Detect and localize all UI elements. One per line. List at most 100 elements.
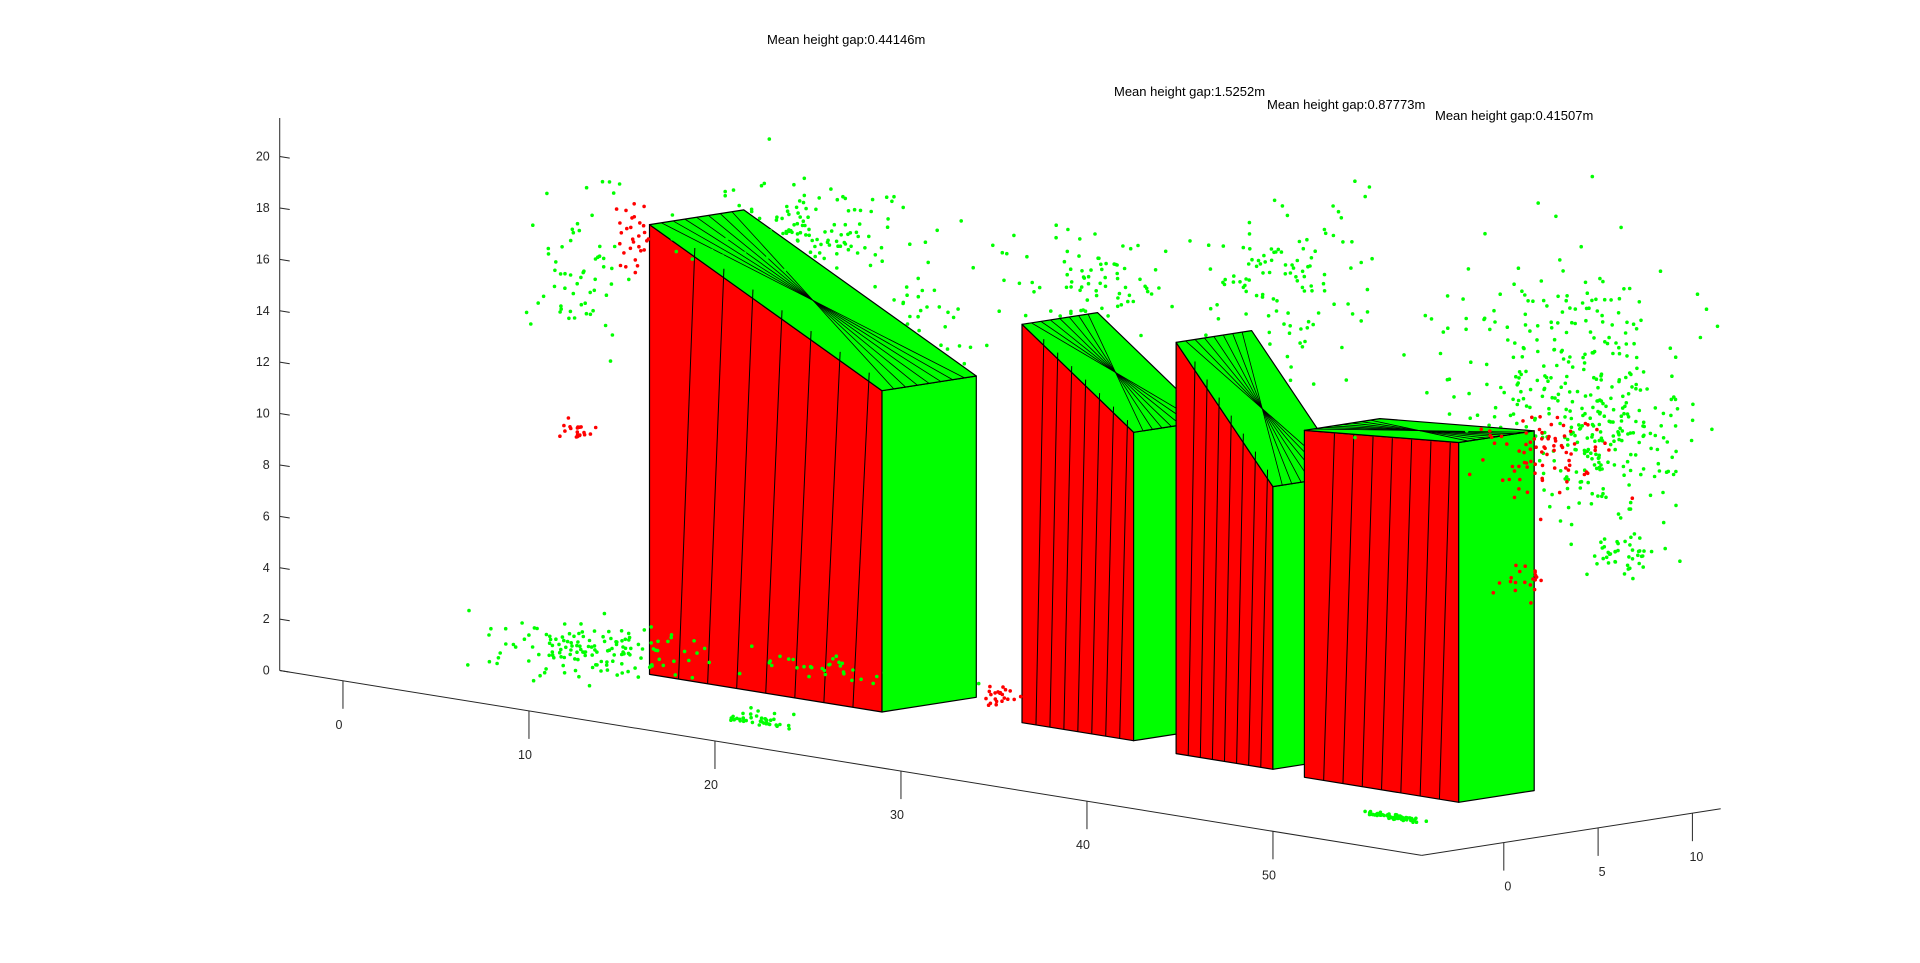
- point-green: [1710, 427, 1714, 432]
- point-red: [588, 432, 593, 436]
- point-green: [687, 658, 691, 663]
- point-green: [1128, 246, 1133, 251]
- point-green: [1464, 316, 1468, 321]
- point-green: [1300, 345, 1305, 349]
- point-green: [1648, 493, 1653, 498]
- point-green: [1593, 439, 1597, 444]
- point-green: [1078, 288, 1082, 293]
- point-green: [817, 196, 821, 200]
- point-green: [1353, 179, 1357, 183]
- point-green: [1543, 374, 1547, 378]
- point-green: [1322, 289, 1327, 293]
- point-green: [1297, 239, 1302, 244]
- point-green: [702, 646, 707, 651]
- point-green: [576, 657, 580, 662]
- point-green: [873, 253, 878, 257]
- point-green: [548, 634, 552, 639]
- point-green: [1619, 414, 1624, 419]
- point-green: [737, 671, 742, 676]
- point-green: [1588, 416, 1592, 421]
- point-green: [1613, 550, 1617, 554]
- mesh-edge: [707, 268, 725, 684]
- point-green: [1246, 262, 1251, 266]
- point-green: [1653, 406, 1658, 410]
- point-red: [1533, 471, 1537, 476]
- point-green: [1512, 282, 1516, 287]
- point-green: [620, 639, 624, 643]
- point-green: [1564, 407, 1568, 412]
- point-green: [1609, 396, 1613, 401]
- point-green: [1288, 324, 1292, 328]
- mesh-edge: [1236, 433, 1244, 764]
- point-green: [601, 256, 606, 261]
- point-green: [546, 252, 551, 256]
- x-tick-label: 30: [890, 808, 904, 822]
- point-green: [1089, 268, 1093, 272]
- point-green: [1103, 275, 1107, 280]
- point-green: [1632, 532, 1637, 536]
- point-green: [997, 309, 1001, 314]
- point-red: [1523, 580, 1527, 585]
- point-green: [581, 634, 586, 639]
- point-green: [661, 663, 666, 668]
- point-green: [607, 180, 612, 184]
- point-green: [1397, 816, 1402, 820]
- point-green: [690, 675, 695, 680]
- point-green: [766, 255, 770, 259]
- point-green: [892, 194, 896, 199]
- point-green: [1483, 231, 1487, 236]
- point-green: [1665, 440, 1670, 444]
- point-red: [624, 208, 628, 213]
- point-green: [916, 294, 921, 299]
- point-green: [610, 266, 614, 271]
- point-green: [1583, 394, 1588, 398]
- point-green: [651, 647, 656, 651]
- z-tick: [279, 361, 290, 365]
- point-green: [1524, 404, 1529, 408]
- point-green: [1492, 415, 1497, 419]
- point-red: [635, 264, 640, 268]
- z-tick: [279, 618, 290, 622]
- point-green: [1668, 346, 1673, 351]
- point-green: [1568, 409, 1572, 413]
- point-green: [885, 225, 890, 229]
- point-green: [513, 645, 518, 649]
- point-green: [1244, 289, 1248, 294]
- point-green: [791, 657, 795, 662]
- point-green: [785, 209, 790, 213]
- point-red: [1528, 440, 1533, 445]
- point-green: [1549, 326, 1554, 330]
- point-green: [623, 646, 628, 651]
- point-green: [859, 677, 863, 682]
- point-green: [1080, 269, 1084, 273]
- point-green: [670, 213, 675, 217]
- point-red: [1018, 694, 1023, 699]
- point-green: [1086, 281, 1091, 286]
- point-green: [672, 659, 676, 663]
- point-green: [1535, 324, 1540, 328]
- point-green: [569, 641, 573, 645]
- point-green: [1594, 452, 1598, 457]
- point-green: [1506, 338, 1510, 342]
- point-green: [785, 204, 789, 209]
- point-green: [1546, 379, 1550, 384]
- point-red: [575, 426, 580, 430]
- point-green: [1553, 396, 1557, 400]
- point-green: [559, 655, 563, 659]
- point-green: [925, 305, 929, 309]
- point-green: [1597, 438, 1602, 443]
- point-green: [605, 668, 610, 672]
- point-green: [1308, 264, 1312, 268]
- point-green: [1425, 390, 1429, 395]
- point-green: [770, 663, 774, 668]
- point-red: [1000, 699, 1004, 703]
- point-green: [538, 673, 542, 678]
- point-red: [1593, 445, 1598, 449]
- point-green: [937, 305, 942, 309]
- point-green: [1578, 480, 1583, 484]
- point-green: [602, 639, 607, 644]
- point-green: [835, 266, 839, 270]
- mesh-edge: [823, 351, 841, 703]
- point-green: [781, 231, 785, 236]
- point-green: [916, 314, 920, 319]
